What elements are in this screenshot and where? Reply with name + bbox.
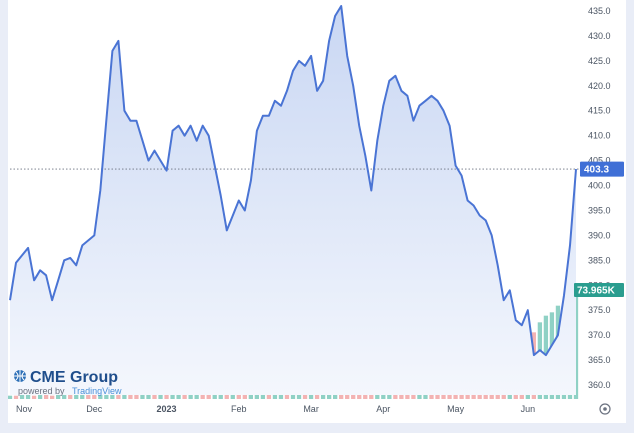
volume-bar [43, 395, 49, 399]
x-tick-label: Jun [521, 404, 536, 414]
price-chart[interactable]: 435.0 430.0 425.0 420.0 415.0 410.0 405.0 400.0… [7, 0, 626, 423]
y-tick-label: 420.0 [588, 81, 611, 91]
volume-bar [31, 395, 37, 399]
volume-tag: 73.965K [574, 283, 624, 297]
y-tick-label: 435.0 [588, 6, 611, 16]
volume-bar [56, 395, 61, 399]
volume-bar [50, 395, 55, 399]
powered-by-label: powered by [18, 386, 65, 396]
volume-bar [104, 392, 109, 399]
vendor-name: TradingView [72, 386, 122, 396]
y-tick-label: 415.0 [588, 106, 611, 116]
brand-name: CME Group [30, 369, 118, 386]
y-axis[interactable]: 435.0 430.0 425.0 420.0 415.0 410.0 405.0 400.0… [588, 6, 611, 390]
y-tick-label: 360.0 [588, 380, 611, 390]
volume-bar [62, 394, 67, 399]
x-axis[interactable]: Nov Dec 2023 Feb Mar Apr May Jun [16, 404, 535, 414]
volume-bar [86, 393, 91, 399]
volume-bar [37, 394, 43, 399]
x-tick-label: May [447, 404, 465, 414]
x-tick-label: Apr [376, 404, 390, 414]
y-tick-label: 385.0 [588, 255, 611, 265]
y-tick-label: 375.0 [588, 305, 611, 315]
x-tick-label: Feb [231, 404, 247, 414]
volume-label: 73.965K [577, 286, 616, 297]
volume-bar [116, 392, 121, 399]
volume-bar [140, 391, 145, 399]
y-tick-label: 430.0 [588, 31, 611, 41]
x-tick-label: Nov [16, 404, 33, 414]
volume-bar [19, 395, 25, 399]
volume-bar [164, 391, 169, 399]
y-tick-label: 410.0 [588, 131, 611, 141]
volume-bar [68, 395, 73, 399]
y-tick-label: 370.0 [588, 330, 611, 340]
gear-icon[interactable] [599, 403, 611, 415]
volume-bar [134, 392, 139, 399]
price-line [9, 5, 577, 357]
y-tick-label: 395.0 [588, 205, 611, 215]
last-price-tag: 403.3 [580, 161, 624, 177]
volume-bar [7, 395, 13, 399]
chart-panel: 435.0 430.0 425.0 420.0 415.0 410.0 405.0 400.0… [7, 0, 626, 423]
x-tick-label: Mar [303, 404, 319, 414]
y-tick-label: 400.0 [588, 181, 611, 191]
volume-bar [128, 391, 133, 399]
volume-bar [25, 395, 31, 399]
price-area [10, 6, 576, 395]
volume-bar [110, 391, 115, 399]
volume-bar [13, 395, 19, 399]
x-tick-label: 2023 [157, 404, 177, 414]
volume-bar [98, 393, 103, 399]
last-price-label: 403.3 [584, 165, 609, 176]
y-tick-label: 425.0 [588, 56, 611, 66]
y-tick-label: 365.0 [588, 355, 611, 365]
globe-icon [14, 370, 26, 382]
y-tick-label: 390.0 [588, 230, 611, 240]
volume-bar [74, 394, 79, 399]
volume-bar [80, 393, 85, 399]
y-tick-label: 405.0 [588, 156, 611, 166]
x-tick-label: Dec [86, 404, 103, 414]
cme-group-logo: CME Group powered by TradingView [14, 369, 122, 396]
volume-bar [92, 394, 97, 399]
